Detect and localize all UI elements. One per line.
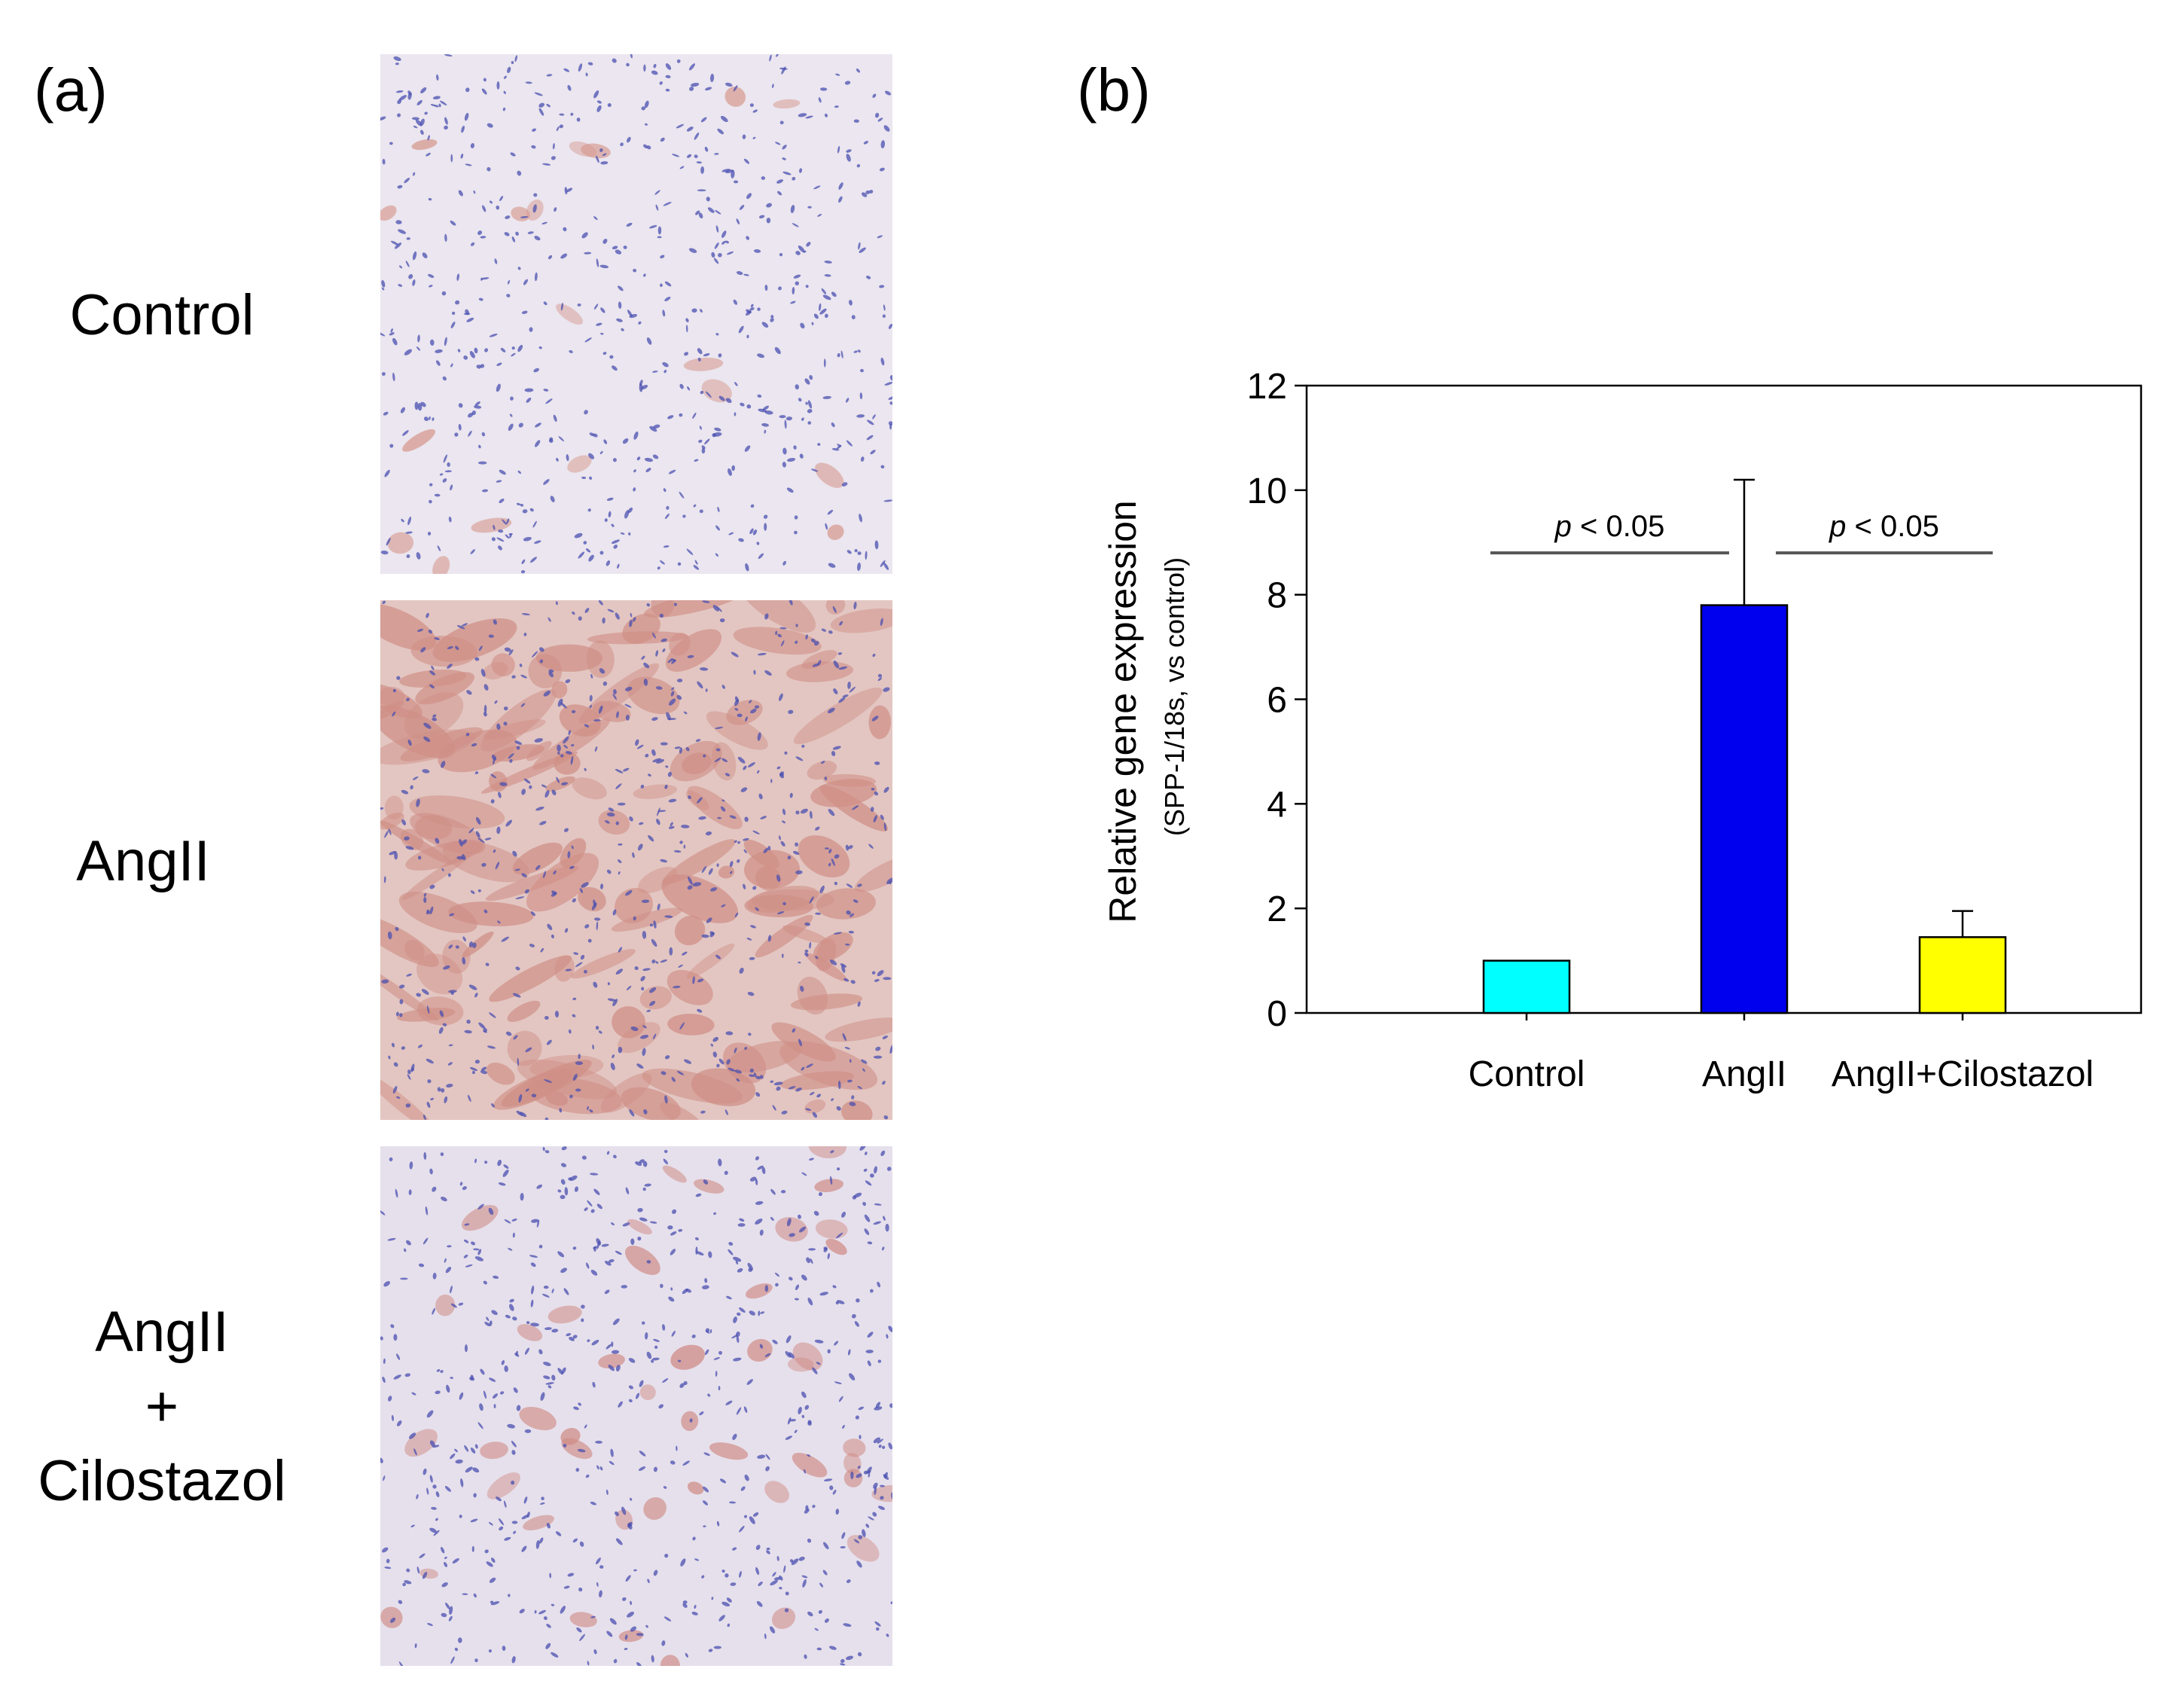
y-tick-label: 12 bbox=[1247, 367, 1287, 407]
y-tick-label: 0 bbox=[1267, 994, 1287, 1034]
micrograph-control bbox=[380, 54, 892, 574]
x-tick-label: Control bbox=[1469, 1054, 1585, 1094]
x-tick-label: AngII+Cilostazol bbox=[1832, 1054, 2094, 1094]
row-label-control: Control bbox=[4, 279, 320, 353]
row-label-line: AngII bbox=[95, 1300, 229, 1364]
y-axis-sublabel: (SPP-1/18s, vs control) bbox=[1159, 557, 1190, 836]
micrograph-angii-cilostazol bbox=[380, 1146, 892, 1666]
row-label-angii-cilostazol: AngII + Cilostazol bbox=[4, 1295, 320, 1518]
bar bbox=[1482, 959, 1571, 1014]
x-tick-label: AngII bbox=[1702, 1054, 1786, 1094]
y-tick-label: 2 bbox=[1267, 889, 1287, 929]
y-tick-label: 6 bbox=[1267, 681, 1287, 721]
bar bbox=[1700, 604, 1789, 1014]
y-tick-label: 4 bbox=[1267, 785, 1287, 825]
micrograph-image bbox=[380, 600, 892, 1120]
micrograph-image bbox=[380, 1146, 892, 1666]
y-tick-label: 8 bbox=[1267, 576, 1287, 616]
panel-b-label: (b) bbox=[1077, 56, 1151, 124]
row-label-line: AngII bbox=[76, 829, 210, 893]
y-axis-label: Relative gene expression bbox=[1102, 500, 1144, 923]
row-label-line: + bbox=[145, 1374, 179, 1438]
significance-label: p < 0.05 bbox=[1554, 510, 1665, 543]
y-tick-label: 10 bbox=[1247, 471, 1287, 511]
row-label-line: Cilostazol bbox=[38, 1448, 286, 1513]
row-label-line: Control bbox=[69, 283, 255, 347]
significance-label: p < 0.05 bbox=[1829, 510, 1939, 543]
micrograph-angii bbox=[380, 600, 892, 1120]
panel-a-label: (a) bbox=[34, 56, 108, 124]
row-label-angii: AngII bbox=[0, 825, 301, 899]
micrograph-image bbox=[380, 54, 892, 574]
bar bbox=[1918, 936, 2007, 1014]
